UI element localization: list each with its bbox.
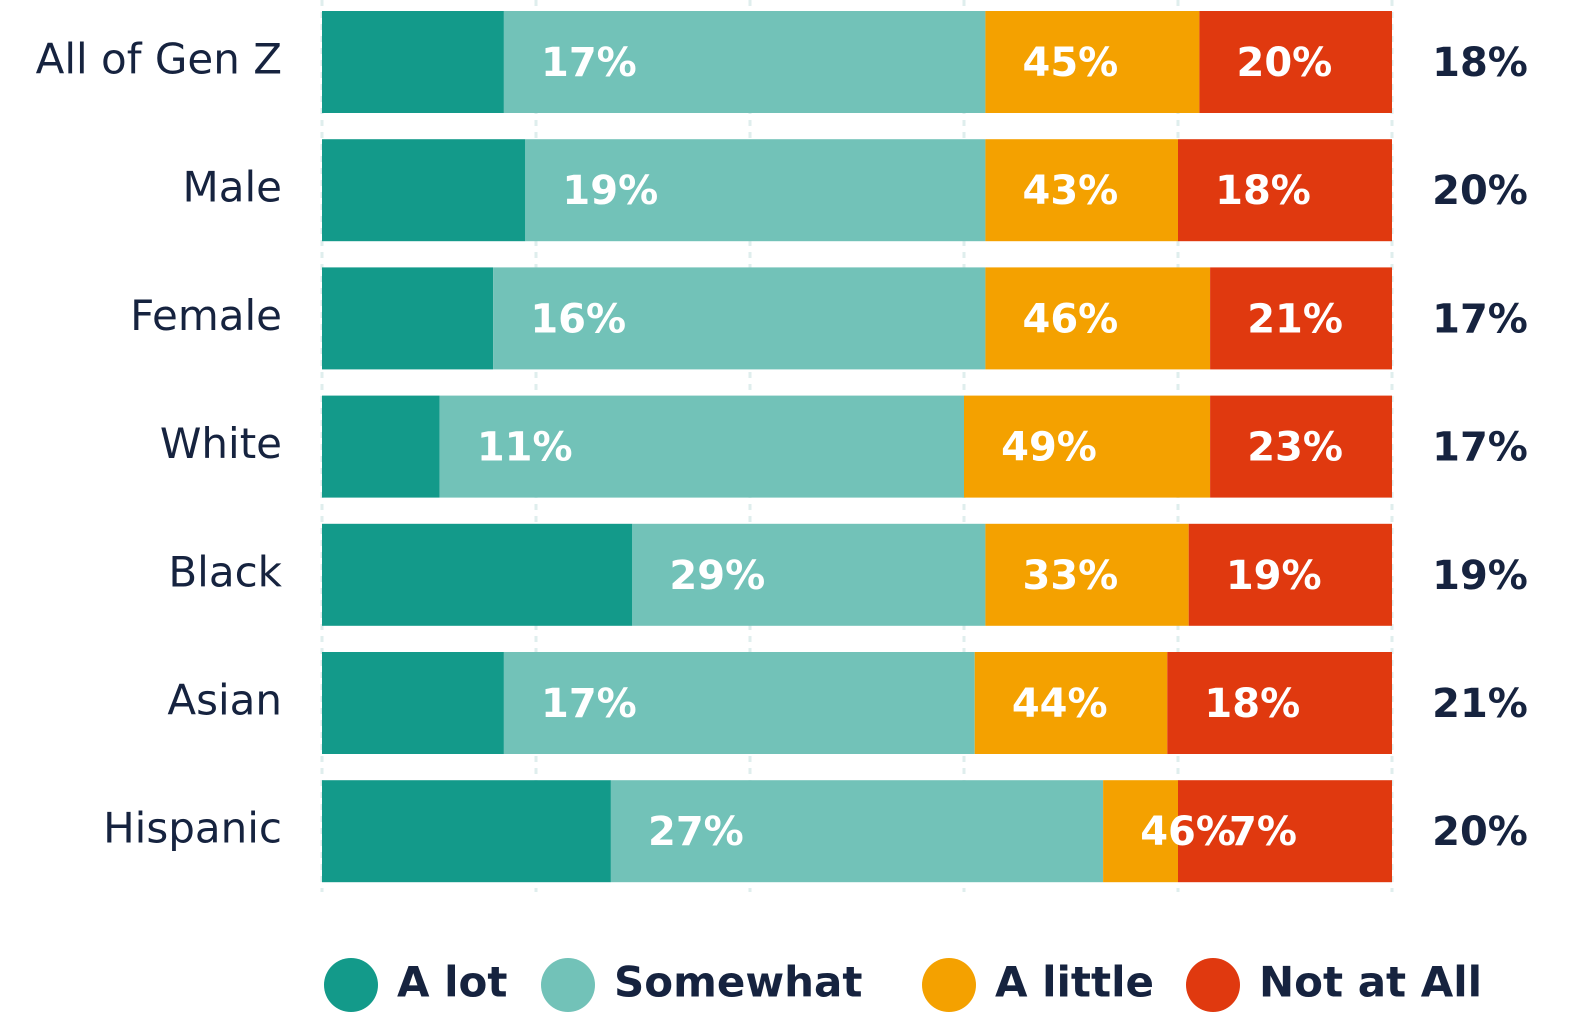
bar-segment <box>1178 139 1392 242</box>
legend-swatch <box>324 958 378 1012</box>
legend-label: A lot <box>397 958 507 1007</box>
value-label: 49% <box>1001 425 1097 471</box>
bar-segment <box>493 267 986 370</box>
bar-segment <box>985 267 1211 370</box>
value-label: 17% <box>1432 425 1528 471</box>
value-label: 17% <box>541 40 637 86</box>
legend-swatch <box>922 958 976 1012</box>
value-label: 45% <box>1023 40 1119 86</box>
value-label: 11% <box>477 425 573 471</box>
value-label: 44% <box>1012 681 1108 727</box>
category-label: Female <box>130 291 282 340</box>
legend-swatch <box>1186 958 1240 1012</box>
value-label: 18% <box>1432 40 1528 86</box>
bar-segment <box>985 11 1200 113</box>
category-label: Black <box>168 547 282 596</box>
bar-segment <box>974 652 1168 754</box>
category-label: Hispanic <box>103 804 282 853</box>
bar-segment <box>610 780 1104 883</box>
bar-segment <box>525 139 986 242</box>
value-label: 46% <box>1023 296 1119 342</box>
value-label: 20% <box>1237 40 1333 86</box>
bar-segment <box>964 395 1211 498</box>
bar-segment <box>1178 780 1392 883</box>
value-label: 21% <box>1432 681 1528 727</box>
category-label: All of Gen Z <box>36 35 282 84</box>
value-label: 23% <box>1247 425 1343 471</box>
value-label: 18% <box>1215 168 1311 214</box>
value-label: 29% <box>669 553 765 599</box>
bar-segment <box>985 523 1189 626</box>
bar-segment <box>439 395 964 498</box>
bar-segment <box>503 652 975 754</box>
bar-segment <box>1167 652 1392 754</box>
value-label: 16% <box>530 296 626 342</box>
bar-segment <box>322 139 526 242</box>
legend-swatch <box>541 958 595 1012</box>
value-label: 17% <box>1432 296 1528 342</box>
bar-segment <box>503 11 986 113</box>
value-label: 19% <box>562 168 658 214</box>
legend-label: Somewhat <box>614 958 862 1007</box>
value-label: 43% <box>1023 168 1119 214</box>
bar-segment <box>322 395 440 498</box>
value-label: 27% <box>648 809 744 855</box>
category-label: Male <box>183 163 282 212</box>
value-label: 18% <box>1204 681 1300 727</box>
value-label: 20% <box>1432 168 1528 214</box>
value-label: 21% <box>1247 296 1343 342</box>
bar-segment <box>1210 395 1392 498</box>
bar-segment <box>322 523 633 626</box>
bar-segment <box>1210 267 1392 370</box>
category-label: White <box>160 419 282 468</box>
bar-segment <box>322 780 611 883</box>
bar-segment <box>985 139 1178 242</box>
legend-label: Not at All <box>1259 958 1482 1007</box>
value-label: 17% <box>541 681 637 727</box>
category-label: Asian <box>167 676 282 725</box>
value-label: 20% <box>1432 809 1528 855</box>
value-label: 33% <box>1023 553 1119 599</box>
value-label: 19% <box>1226 553 1322 599</box>
bar-segment <box>1103 780 1178 883</box>
value-label: 7% <box>1229 809 1297 855</box>
bar-segment <box>322 11 504 113</box>
bar-segment <box>1199 11 1392 113</box>
value-label: 46% <box>1140 809 1236 855</box>
bar-segment <box>1188 523 1392 626</box>
bar-segment <box>632 523 986 626</box>
bar-segment <box>322 267 494 370</box>
legend-label: A little <box>995 958 1154 1007</box>
value-label: 19% <box>1432 553 1528 599</box>
bar-segment <box>322 652 504 754</box>
